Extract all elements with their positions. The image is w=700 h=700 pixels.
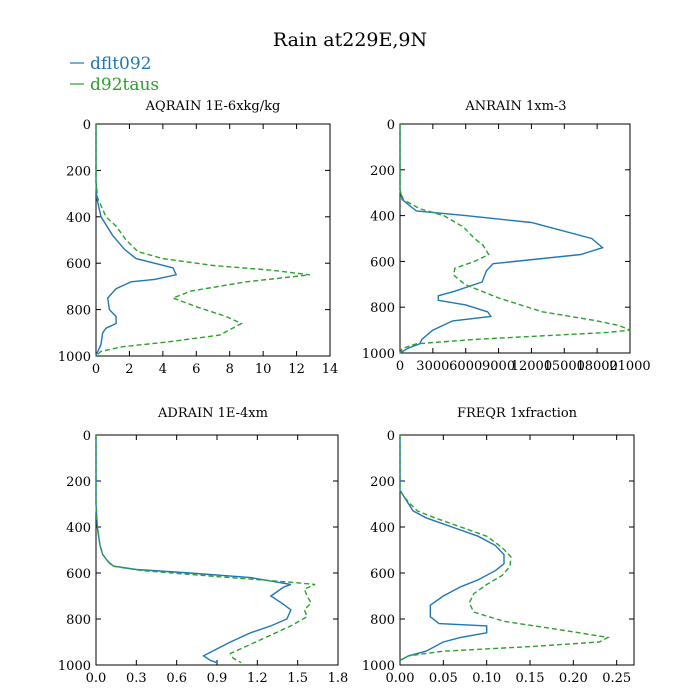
- anrain-xtick-label: 9000: [482, 359, 515, 374]
- aqrain-xtick-label: 8: [226, 362, 234, 377]
- freqr-ytick-label: 400: [370, 521, 395, 536]
- panel-freqr: FREQR 1xfraction 0.00 0.05 0.10 0.15 0.20 0.2…: [362, 406, 635, 686]
- anrain-xtick-label: 15000: [544, 359, 585, 374]
- adrain-ytick-label: 600: [66, 567, 91, 582]
- anrain-xtick-label: 3000: [416, 359, 449, 374]
- aqrain-ytick-label: 800: [66, 304, 91, 319]
- panel-title-anrain: ANRAIN 1xm-3: [464, 99, 566, 114]
- freqr-series-d92taus: [399, 435, 611, 662]
- legend: dflt092 d92taus: [70, 54, 159, 95]
- anrain-series-dflt092: [399, 124, 605, 354]
- aqrain-ytick-label: 1000: [58, 350, 91, 365]
- aqrain-xtick-label: 2: [125, 362, 133, 377]
- axis-ticks-adrain: 0.0 0.3 0.6 0.9 1.2 1.5 1.8 0 200 400 600 800 1000: [58, 429, 348, 686]
- adrain-ytick-label: 200: [66, 475, 91, 490]
- aqrain-xtick-label: 4: [159, 362, 167, 377]
- freqr-xtick-label: 0.20: [559, 671, 588, 686]
- panel-title-freqr: FREQR 1xfraction: [457, 406, 578, 421]
- freqr-ytick-label: 200: [370, 475, 395, 490]
- aqrain-series-d92taus: [95, 124, 310, 357]
- adrain-ytick-label: 0: [83, 429, 91, 444]
- aqrain-xtick-label: 6: [192, 362, 200, 377]
- series-group-aqrain: [95, 124, 310, 357]
- aqrain-ytick-label: 200: [66, 164, 91, 179]
- aqrain-ytick-label: 400: [66, 211, 91, 226]
- adrain-xtick-label: 0.9: [207, 671, 228, 686]
- adrain-xtick-label: 1.2: [247, 671, 268, 686]
- figure-title: Rain at229E,9N: [273, 29, 427, 51]
- adrain-xtick-label: 0.3: [126, 671, 147, 686]
- aqrain-ytick-label: 0: [83, 118, 91, 133]
- freqr-xtick-label: 0.00: [386, 671, 415, 686]
- anrain-xtick-label: 18000: [576, 359, 617, 374]
- freqr-ytick-label: 0: [387, 429, 395, 444]
- anrain-ytick-label: 1000: [362, 347, 395, 362]
- plot-frame-anrain: [399, 123, 631, 354]
- adrain-xtick-label: 1.5: [287, 671, 308, 686]
- panel-aqrain: AQRAIN 1E-6xkg/kg 0 2 4 6 8 10 12 14 0 200 400 600 8…: [58, 99, 338, 377]
- panel-title-aqrain: AQRAIN 1E-6xkg/kg: [145, 99, 281, 114]
- aqrain-xtick-label: 10: [255, 362, 272, 377]
- aqrain-xtick-label: 12: [288, 362, 305, 377]
- anrain-ytick-label: 200: [370, 164, 395, 179]
- anrain-ytick-label: 0: [387, 118, 395, 133]
- freqr-xtick-label: 0.10: [472, 671, 501, 686]
- aqrain-ytick-label: 600: [66, 257, 91, 272]
- adrain-xtick-label: 1.8: [328, 671, 349, 686]
- axis-ticks-aqrain: 0 2 4 6 8 10 12 14 0 200 400 600 800 1000: [58, 118, 338, 377]
- adrain-ytick-label: 400: [66, 521, 91, 536]
- anrain-xtick-label: 6000: [449, 359, 482, 374]
- series-group-anrain: [399, 124, 631, 354]
- panel-adrain: ADRAIN 1E-4xm 0.0 0.3 0.6 0.9 1.2 1.5 1.8 0 200 4…: [58, 406, 348, 686]
- anrain-xtick-label: 21000: [609, 359, 650, 374]
- anrain-xtick-label: 12000: [511, 359, 552, 374]
- legend-label-d92taus: d92taus: [90, 75, 159, 95]
- plot-frame-freqr: [399, 434, 635, 666]
- freqr-series-dflt092: [399, 435, 505, 662]
- anrain-ytick-label: 600: [370, 255, 395, 270]
- anrain-ytick-label: 800: [370, 301, 395, 316]
- freqr-xtick-label: 0.25: [602, 671, 631, 686]
- adrain-series-d92taus: [95, 435, 316, 664]
- freqr-xtick-label: 0.15: [516, 671, 545, 686]
- axis-ticks-freqr: 0.00 0.05 0.10 0.15 0.20 0.25 0 200 400 600 800 100…: [362, 429, 634, 686]
- freqr-ytick-label: 800: [370, 613, 395, 628]
- aqrain-xtick-label: 0: [92, 362, 100, 377]
- anrain-xtick-label: 0: [396, 359, 404, 374]
- adrain-ytick-label: 1000: [58, 659, 91, 674]
- adrain-series-dflt092: [95, 435, 292, 664]
- series-group-freqr: [399, 435, 611, 662]
- plot-frame-adrain: [95, 434, 339, 666]
- panel-title-adrain: ADRAIN 1E-4xm: [157, 406, 268, 421]
- anrain-series-d92taus: [399, 124, 631, 354]
- freqr-ytick-label: 1000: [362, 659, 395, 674]
- adrain-xtick-label: 0.6: [166, 671, 187, 686]
- adrain-xtick-label: 0.0: [86, 671, 107, 686]
- aqrain-xtick-label: 14: [322, 362, 339, 377]
- panel-anrain: ANRAIN 1xm-3 0 3000 6000 900012000150001800…: [362, 99, 651, 374]
- series-group-adrain: [95, 435, 316, 664]
- anrain-ytick-label: 400: [370, 210, 395, 225]
- freqr-ytick-label: 600: [370, 567, 395, 582]
- legend-label-dflt092: dflt092: [90, 54, 152, 74]
- freqr-xtick-label: 0.05: [429, 671, 458, 686]
- adrain-ytick-label: 800: [66, 613, 91, 628]
- plot-frame-aqrain: [95, 123, 331, 357]
- aqrain-series-dflt092: [95, 124, 178, 357]
